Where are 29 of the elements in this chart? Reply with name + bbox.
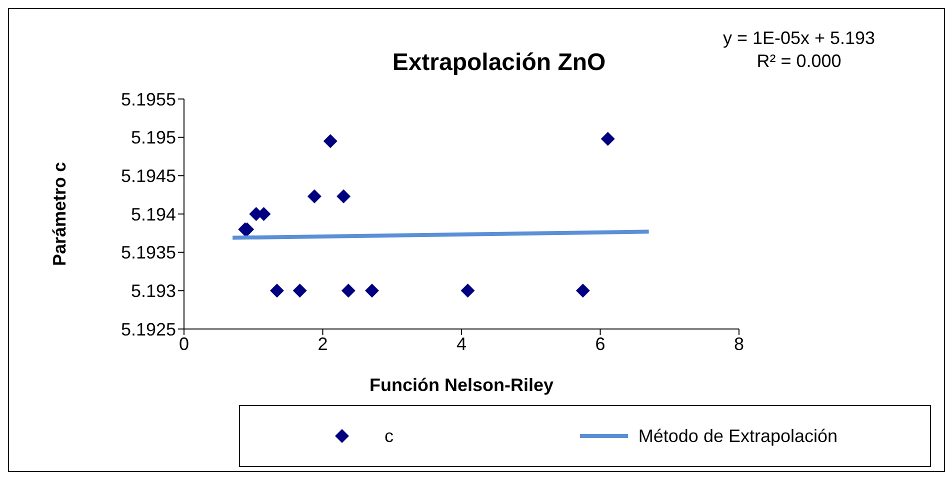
point: [365, 284, 380, 298]
x-tick-label: 4: [456, 334, 467, 354]
legend-label: Método de Extrapolación: [638, 426, 838, 446]
point: [336, 189, 351, 204]
point: [307, 189, 322, 204]
x-axis-title: Función Nelson-Riley: [369, 375, 554, 395]
chart-title: Extrapolación ZnO: [391, 49, 607, 77]
y-tick-label: 5.193: [130, 281, 176, 302]
y-tick-label: 5.1925: [120, 319, 176, 340]
y-tick-label: 5.1955: [120, 89, 176, 110]
point: [576, 284, 590, 298]
point: [460, 284, 475, 298]
y-tick-label: 5.1935: [120, 242, 176, 263]
point: [341, 284, 356, 298]
y-tick-label: 5.194: [130, 204, 176, 224]
point: [600, 132, 615, 146]
point: [323, 134, 338, 148]
x-tick-label: 8: [734, 334, 744, 354]
text: R² = 0.000: [756, 50, 842, 73]
legend-label: c: [384, 426, 394, 446]
point: [270, 284, 284, 298]
x-tick-label: 0: [178, 334, 190, 354]
point: [292, 284, 307, 298]
y-tick-label: 5.1945: [120, 166, 176, 186]
y-axis-title: Parámetro c: [49, 162, 70, 266]
y-tick-label: 5.195: [130, 128, 176, 148]
x-tick-label: 6: [595, 334, 606, 354]
x-tick-label: 2: [318, 334, 328, 354]
text: y = 1E-05x + 5.193: [722, 27, 876, 50]
